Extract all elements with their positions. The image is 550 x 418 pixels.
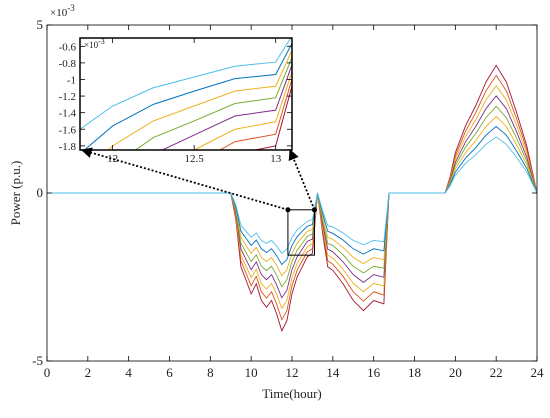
- y-tick-label: 0: [37, 185, 44, 200]
- x-tick-label: 24: [531, 365, 545, 380]
- zoom-connector-dot: [311, 207, 317, 213]
- y-tick-label: -0.6: [59, 41, 77, 53]
- x-tick-label: 10: [245, 365, 258, 380]
- x-tick-label: 13: [270, 153, 282, 165]
- series-line: [47, 74, 537, 321]
- x-tick-label: 0: [44, 365, 51, 380]
- x-tick-label: 12.5: [185, 153, 205, 165]
- series-line: [47, 85, 537, 310]
- zoom-box: [287, 209, 315, 256]
- zoom-connector: [288, 149, 316, 211]
- series-line: [47, 136, 537, 255]
- axes-box: [79, 37, 293, 151]
- series-line: [47, 115, 537, 277]
- exponent: -3: [67, 3, 75, 13]
- x-tick-label: 22: [490, 365, 503, 380]
- lines: [47, 64, 537, 332]
- y-tick-label: 5: [37, 17, 44, 32]
- x-tick-label: 16: [367, 365, 381, 380]
- x-axis-label: Time(hour): [262, 386, 321, 401]
- x-tick-label: 14: [326, 365, 340, 380]
- x-tick-label: 4: [125, 365, 132, 380]
- series-line: [47, 95, 537, 299]
- zoom-connector-dot: [285, 207, 291, 213]
- x-tick-label: 20: [449, 365, 462, 380]
- inset-exponent-label: ×10-3: [84, 37, 105, 50]
- y-tick-label: -1.6: [59, 124, 77, 136]
- exponent-base: ×10: [50, 7, 68, 19]
- y-tick-label: -1.4: [59, 108, 77, 120]
- y-axis-label: Power (p.u.): [8, 161, 23, 226]
- y-tick-label: -1.8: [59, 141, 77, 153]
- inset-exponent: -3: [98, 37, 105, 46]
- x-tick-label: 12: [107, 153, 118, 165]
- y-tick-label: -1.2: [59, 91, 76, 103]
- series-line: [47, 105, 537, 288]
- inset-plot: 12 12.5 13 -0.6 -0.8 -1 -1.2 -1.4 -1.6 -1.8 ×10-3: [59, 37, 293, 165]
- x-tick-label: 2: [85, 365, 92, 380]
- x-tick-label: 6: [166, 365, 173, 380]
- exponent-label: ×10-3: [50, 3, 75, 19]
- inset-exponent-base: ×10: [84, 40, 99, 50]
- x-tick-label: 18: [408, 365, 421, 380]
- y-tick-label: -5: [32, 353, 43, 368]
- x-tick-label: 12: [286, 365, 299, 380]
- series-line: [47, 64, 537, 332]
- x-tick-label: 8: [207, 365, 214, 380]
- series-line: [47, 125, 537, 266]
- y-tick-label: -0.8: [59, 58, 77, 70]
- y-tick-label: -1: [67, 74, 76, 86]
